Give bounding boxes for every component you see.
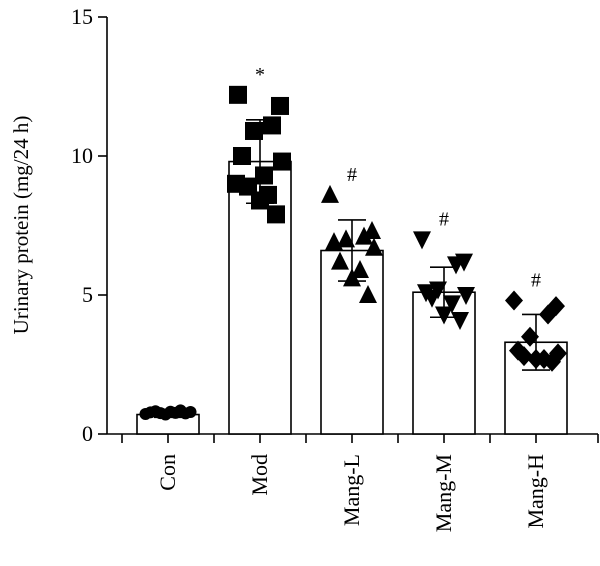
y-tick-label: 5 xyxy=(82,282,93,307)
data-point xyxy=(359,285,377,303)
data-point xyxy=(273,152,291,171)
data-point xyxy=(543,351,561,372)
data-point xyxy=(443,295,461,314)
data-point xyxy=(505,290,523,311)
data-point xyxy=(263,116,281,135)
y-tick-label: 0 xyxy=(82,421,93,446)
significance-label: * xyxy=(255,64,265,86)
data-point xyxy=(255,166,273,185)
data-point xyxy=(355,226,373,245)
x-tick-label: Mang-L xyxy=(339,454,364,526)
points-group xyxy=(139,85,567,421)
data-point xyxy=(331,251,349,270)
significance-label: # xyxy=(347,164,357,186)
significance-label: # xyxy=(439,208,449,230)
data-point xyxy=(447,256,465,275)
data-point xyxy=(351,259,369,278)
data-point xyxy=(365,237,383,256)
bars-group xyxy=(136,160,568,435)
data-point xyxy=(271,96,289,115)
x-tick-label: Mang-H xyxy=(523,454,548,529)
significance-label: # xyxy=(531,270,541,292)
data-point xyxy=(227,174,245,193)
data-point xyxy=(515,346,533,367)
data-point xyxy=(267,205,285,224)
x-tick-label: Mod xyxy=(247,454,272,496)
data-point xyxy=(184,406,197,419)
x-tick-label: Con xyxy=(155,454,180,491)
labels-group: Con * Mod # Mang-L # Mang-M # Mang-H xyxy=(155,64,548,532)
data-point xyxy=(457,287,475,305)
data-point xyxy=(337,229,355,248)
x-tick-label: Mang-M xyxy=(431,454,456,532)
y-axis-title: Urinary protein (mg/24 h) xyxy=(9,116,33,335)
data-point xyxy=(229,85,247,104)
data-point xyxy=(233,147,251,165)
data-point xyxy=(325,232,343,251)
y-tick-label: 15 xyxy=(71,4,93,29)
data-point xyxy=(423,289,441,308)
data-point xyxy=(521,326,539,347)
y-tick-label: 10 xyxy=(71,143,93,168)
data-point xyxy=(413,231,431,250)
data-point xyxy=(321,184,339,203)
data-point xyxy=(245,121,263,140)
